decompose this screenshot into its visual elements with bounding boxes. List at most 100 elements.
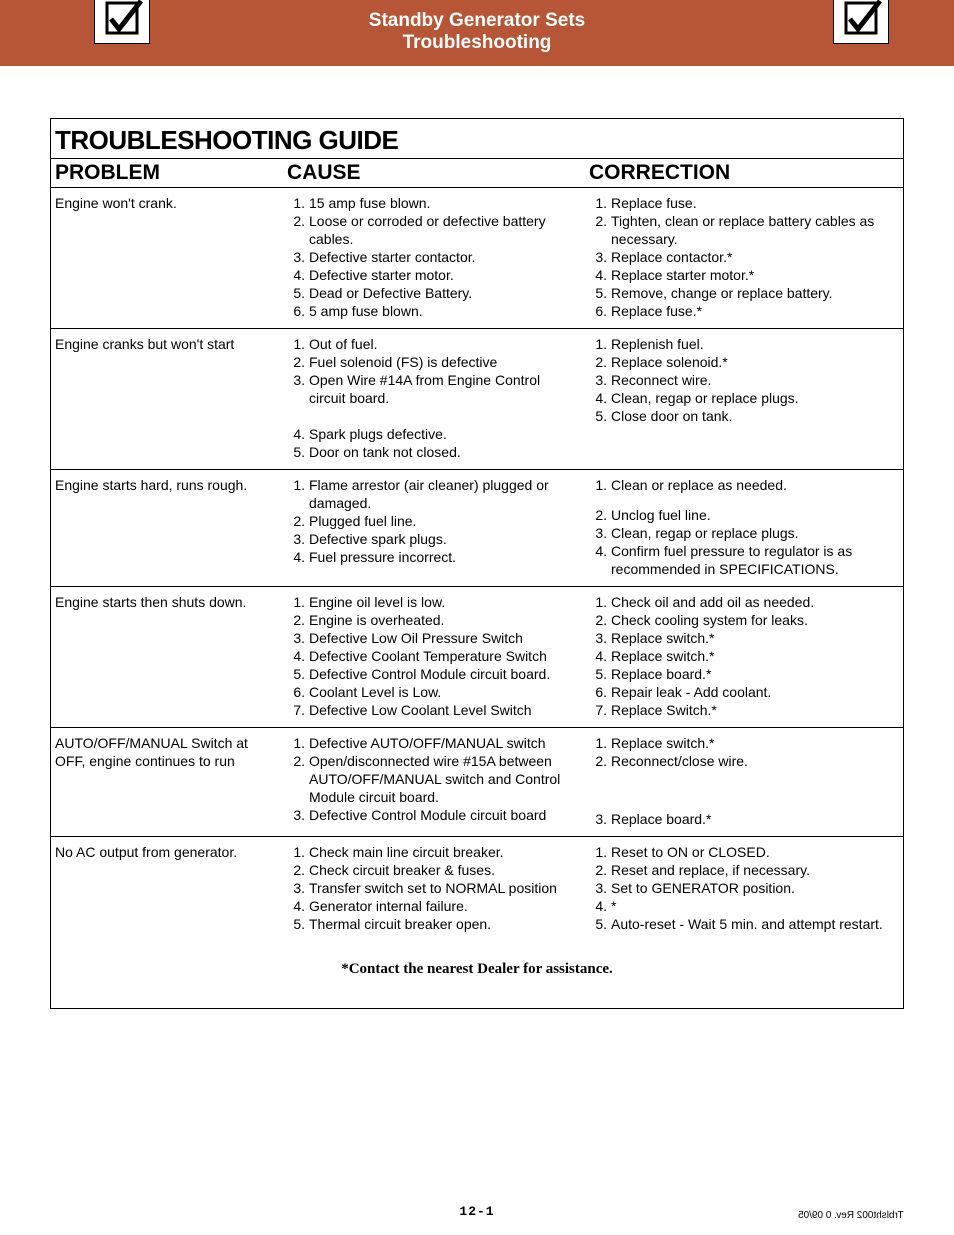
correction-item: Reconnect/close wire. [585,752,897,770]
correction-item: Check oil and add oil as needed. [585,593,897,611]
cause-cell: Engine oil level is low.Engine is overhe… [283,593,585,719]
correction-cell: Clean or replace as needed.Unclog fuel l… [585,476,897,578]
correction-item: Replace Switch.* [585,701,897,719]
col-header-correction: CORRECTION [585,159,903,187]
troubleshooting-row: Engine won't crank.15 amp fuse blown.Loo… [51,188,903,329]
cause-item: Open/disconnected wire #15A between AUTO… [283,752,567,806]
correction-cell: Replace switch.*Reconnect/close wire. Rep… [585,734,897,828]
cause-item: Loose or corroded or defective battery c… [283,212,567,248]
cause-item: Fuel pressure incorrect. [283,548,567,566]
checkmark-icon [840,0,882,39]
revision-text: Trblsht002 Rev. 0 09/05 [798,1210,904,1221]
troubleshooting-row: No AC output from generator.Check main l… [51,837,903,941]
column-headers: PROBLEM CAUSE CORRECTION [51,159,903,188]
cause-item: Defective AUTO/OFF/MANUAL switch [283,734,567,752]
problem-cell: No AC output from generator. [55,843,283,933]
checkmark-icon [101,0,143,39]
troubleshooting-row: Engine starts hard, runs rough.Flame arr… [51,470,903,587]
cause-item: Defective spark plugs. [283,530,567,548]
correction-item: Reset and replace, if necessary. [585,861,897,879]
cause-cell: Flame arrestor (air cleaner) plugged or … [283,476,585,578]
correction-item: Replace fuse. [585,194,897,212]
correction-item: Check cooling system for leaks. [585,611,897,629]
header-icon-right: TROUBLESHOOTING [833,0,889,44]
correction-item: Reconnect wire. [585,371,897,389]
cause-item: Plugged fuel line. [283,512,567,530]
header-icon-left: TROUBLESHOOTING [94,0,150,44]
header-title-line2: Troubleshooting [403,32,552,53]
correction-item: Repair leak - Add coolant. [585,683,897,701]
cause-cell: 15 amp fuse blown.Loose or corroded or d… [283,194,585,320]
header-title: Standby Generator Sets Troubleshooting [369,10,585,54]
header-band: TROUBLESHOOTING Standby Generator Sets T… [0,0,954,66]
cause-cell: Defective AUTO/OFF/MANUAL switchOpen/dis… [283,734,585,828]
correction-item: Replace switch.* [585,629,897,647]
correction-cell: Replenish fuel.Replace solenoid.*Reconne… [585,335,897,461]
cause-item: Defective starter motor. [283,266,567,284]
correction-item: Auto-reset - Wait 5 min. and attempt res… [585,915,897,933]
correction-item: Confirm fuel pressure to regulator is as… [585,542,897,578]
troubleshooting-row: Engine starts then shuts down.Engine oil… [51,587,903,728]
problem-cell: Engine starts then shuts down. [55,593,283,719]
correction-item: Set to GENERATOR position. [585,879,897,897]
cause-cell: Out of fuel.Fuel solenoid (FS) is defect… [283,335,585,461]
problem-cell: Engine cranks but won't start [55,335,283,461]
cause-item: Generator internal failure. [283,897,567,915]
cause-item: 5 amp fuse blown. [283,302,567,320]
troubleshooting-row: Engine cranks but won't startOut of fuel… [51,329,903,470]
cause-cell: Check main line circuit breaker.Check ci… [283,843,585,933]
correction-item: Replace switch.* [585,734,897,752]
cause-item: Defective Low Coolant Level Switch [283,701,567,719]
cause-item: Flame arrestor (air cleaner) plugged or … [283,476,567,512]
cause-item: Defective Low Oil Pressure Switch [283,629,567,647]
correction-item: Replace board.* [585,665,897,683]
cause-item: Engine oil level is low. [283,593,567,611]
correction-cell: Reset to ON or CLOSED.Reset and replace,… [585,843,897,933]
guide-title: TROUBLESHOOTING GUIDE [51,119,903,159]
correction-item: Clean, regap or replace plugs. [585,524,897,542]
correction-item: Replace fuse.* [585,302,897,320]
cause-item: Check main line circuit breaker. [283,843,567,861]
header-title-line1: Standby Generator Sets [369,10,585,31]
correction-cell: Replace fuse.Tighten, clean or replace b… [585,194,897,320]
col-header-problem: PROBLEM [51,159,283,187]
correction-item: Clean or replace as needed. [585,476,897,494]
correction-item: Replace contactor.* [585,248,897,266]
problem-cell: Engine starts hard, runs rough. [55,476,283,578]
correction-item: Replenish fuel. [585,335,897,353]
cause-item: Door on tank not closed. [283,443,567,461]
col-header-cause: CAUSE [283,159,585,187]
page-number: 12-1 [459,1204,494,1219]
cause-item: Defective Control Module circuit board [283,806,567,824]
page: TROUBLESHOOTING Standby Generator Sets T… [0,0,954,1235]
troubleshooting-sections: Engine won't crank.15 amp fuse blown.Loo… [51,188,903,941]
problem-cell: AUTO/OFF/MANUAL Switch at OFF, engine co… [55,734,283,828]
correction-cell: Check oil and add oil as needed.Check co… [585,593,897,719]
correction-item: Replace switch.* [585,647,897,665]
correction-item: Replace board.* [585,810,897,828]
correction-item: Replace solenoid.* [585,353,897,371]
cause-item: Out of fuel. [283,335,567,353]
cause-item: Defective starter contactor. [283,248,567,266]
correction-item: Replace starter motor.* [585,266,897,284]
cause-item: Defective Coolant Temperature Switch [283,647,567,665]
cause-item: 15 amp fuse blown. [283,194,567,212]
correction-item: Close door on tank. [585,407,897,425]
cause-item: Engine is overheated. [283,611,567,629]
correction-item: Remove, change or replace battery. [585,284,897,302]
cause-item: Thermal circuit breaker open. [283,915,567,933]
correction-item: * [585,897,897,915]
correction-item: Tighten, clean or replace battery cables… [585,212,897,248]
troubleshooting-row: AUTO/OFF/MANUAL Switch at OFF, engine co… [51,728,903,837]
problem-cell: Engine won't crank. [55,194,283,320]
footnote: *Contact the nearest Dealer for assistan… [51,941,903,978]
cause-item: Fuel solenoid (FS) is defective [283,353,567,371]
correction-item: Reset to ON or CLOSED. [585,843,897,861]
cause-item: Transfer switch set to NORMAL position [283,879,567,897]
cause-item: Dead or Defective Battery. [283,284,567,302]
cause-item: Open Wire #14A from Engine Control circu… [283,371,567,407]
cause-item: Spark plugs defective. [283,425,567,443]
cause-item: Defective Control Module circuit board. [283,665,567,683]
content-frame: TROUBLESHOOTING GUIDE PROBLEM CAUSE CORR… [50,118,904,1009]
cause-item: Check circuit breaker & fuses. [283,861,567,879]
